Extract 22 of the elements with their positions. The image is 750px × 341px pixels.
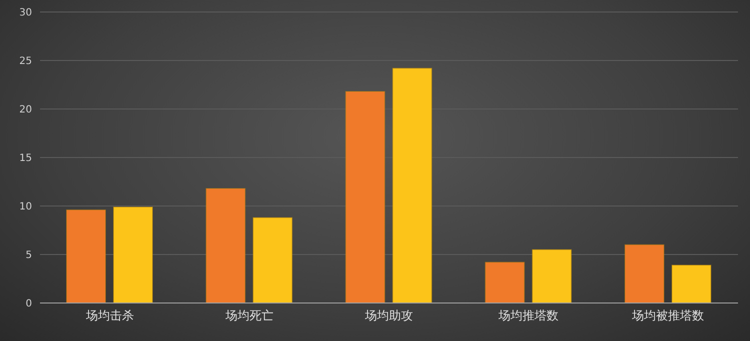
x-tick-label: 场均死亡 (224, 308, 274, 323)
y-tick-label: 15 (19, 153, 32, 164)
x-tick-label: 场均击杀 (84, 308, 134, 323)
x-tick-label: 场均助攻 (364, 308, 413, 323)
y-tick-label: 10 (19, 202, 32, 213)
x-tick-label: 场均被推塔数 (631, 308, 704, 323)
bar (484, 262, 525, 303)
bar (671, 264, 712, 303)
bar (206, 188, 246, 303)
bar (113, 206, 154, 303)
y-tick-label: 25 (19, 56, 32, 68)
bar (392, 68, 432, 303)
bar (252, 217, 293, 303)
bar (66, 209, 106, 303)
y-tick-label: 0 (26, 298, 32, 310)
y-tick-label: 30 (19, 8, 32, 19)
y-tick-label: 5 (26, 250, 32, 262)
bar (624, 244, 664, 303)
y-tick-label: 20 (19, 104, 32, 116)
bar (532, 249, 572, 303)
bar (345, 91, 386, 303)
x-tick-label: 场均推塔数 (498, 308, 559, 323)
